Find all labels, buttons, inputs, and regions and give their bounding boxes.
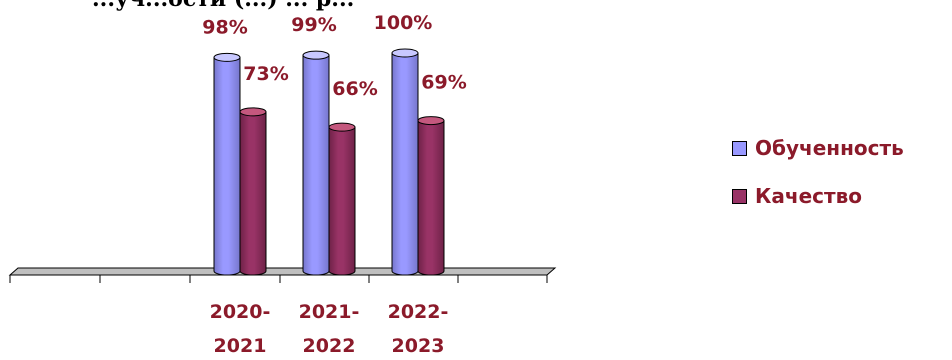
category-label-0-line-0: 2020- [210, 301, 271, 323]
data-label-obuchennost-1: 99% [291, 14, 336, 36]
bar-top-kachestvo-1 [328, 122, 356, 132]
bar-top-obuchennost-0 [213, 52, 241, 62]
legend-swatch-obuchennost [732, 140, 747, 156]
floor-plane [8, 267, 557, 276]
bar-obuchennost-1 [302, 54, 330, 276]
bar-top-obuchennost-2 [391, 48, 419, 58]
bar-top-kachestvo-0 [239, 107, 267, 117]
chart-title-fragment: ...уч...ости (...) ... р... [92, 0, 354, 12]
category-label-1-line-0: 2021- [299, 301, 360, 323]
category-label-0-line-1: 2021 [214, 335, 267, 357]
legend: Обученность Качество [732, 134, 904, 230]
legend-item-kachestvo: Качество [732, 182, 904, 210]
bar-top-kachestvo-2 [417, 116, 445, 126]
data-label-obuchennost-0: 98% [202, 16, 247, 38]
bar-kachestvo-2 [417, 120, 445, 276]
category-label-1-line-1: 2022 [303, 335, 356, 357]
legend-label-kachestvo: Качество [755, 184, 862, 208]
bar-kachestvo-0 [239, 111, 267, 276]
legend-item-obuchennost: Обученность [732, 134, 904, 162]
legend-swatch-kachestvo [732, 188, 747, 204]
category-label-2-line-0: 2022- [388, 301, 449, 323]
data-label-kachestvo-0: 73% [243, 63, 288, 85]
bar-top-obuchennost-1 [302, 50, 330, 60]
bar-obuchennost-0 [213, 56, 241, 276]
bar-kachestvo-1 [328, 126, 356, 276]
bar-obuchennost-2 [391, 52, 419, 276]
data-label-kachestvo-2: 69% [421, 72, 466, 94]
data-label-kachestvo-1: 66% [332, 78, 377, 100]
legend-label-obuchennost: Обученность [755, 136, 904, 160]
data-label-obuchennost-2: 100% [374, 12, 433, 34]
category-label-2-line-1: 2023 [392, 335, 445, 357]
